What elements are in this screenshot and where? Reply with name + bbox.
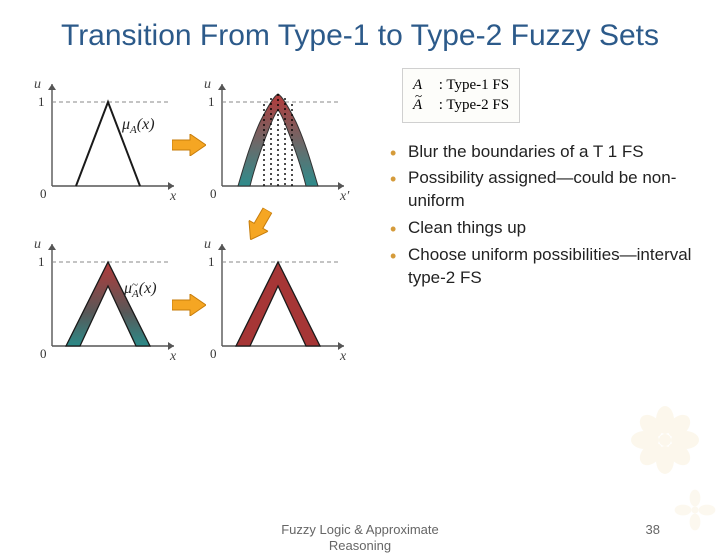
footer-center: Fuzzy Logic & ApproximateReasoning (0, 522, 720, 555)
bullet-list: Blur the boundaries of a T 1 FS Possibil… (372, 141, 696, 291)
origin-label: 0 (40, 186, 47, 201)
svg-text:0: 0 (210, 186, 217, 201)
mu-type2-label: μA~(x) (124, 280, 157, 300)
panel-type2-gradient: u x 1 0 μA~(x) (24, 226, 184, 376)
bullet-4: Choose uniform possibilities—interval ty… (390, 244, 696, 290)
svg-text:x: x (339, 349, 347, 364)
svg-text:u: u (204, 77, 211, 92)
svg-text:0: 0 (40, 346, 47, 361)
bullet-3: Clean things up (390, 217, 696, 240)
panel-type1: u x 1 0 μA(x) (24, 66, 184, 216)
page-number: 38 (646, 522, 660, 537)
x-axis-label: x (169, 189, 177, 204)
panel-blurred: u x′ 1 0 (194, 66, 354, 216)
legend-symbol-atilde: A~ (413, 95, 435, 115)
svg-text:1: 1 (38, 254, 45, 269)
svg-text:1: 1 (208, 94, 215, 109)
chart-interval-type2: u x 1 0 (194, 226, 354, 376)
legend-box: A : Type-1 FS A~ : Type-2 FS (402, 68, 520, 123)
svg-text:1: 1 (208, 254, 215, 269)
bullet-2: Possibility assigned—could be non-unifor… (390, 167, 696, 213)
chart-type2-gradient: u x 1 0 (24, 226, 184, 376)
y-axis-label: u (34, 77, 41, 92)
svg-text:x′: x′ (339, 189, 350, 204)
mu-type1-label: μA(x) (122, 116, 155, 136)
chart-blurred: u x′ 1 0 (194, 66, 354, 216)
arrow-right-top (172, 134, 206, 156)
panels-grid: u x 1 0 μA(x) (24, 66, 364, 376)
y-tick-1: 1 (38, 94, 45, 109)
arrow-right-bottom (172, 294, 206, 316)
svg-text:x: x (169, 349, 177, 364)
legend-text-1: : Type-1 FS (439, 77, 509, 93)
page-title: Transition From Type-1 to Type-2 Fuzzy S… (0, 0, 720, 62)
bullet-1: Blur the boundaries of a T 1 FS (390, 141, 696, 164)
content-row: u x 1 0 μA(x) (0, 62, 720, 376)
svg-text:u: u (204, 237, 211, 252)
legend-row-1: A : Type-1 FS (413, 75, 509, 95)
svg-text:0: 0 (210, 346, 217, 361)
legend-row-2: A~ : Type-2 FS (413, 95, 509, 115)
chart-type1: u x 1 0 (24, 66, 184, 216)
legend-text-2: : Type-2 FS (439, 97, 509, 113)
svg-text:u: u (34, 237, 41, 252)
panel-interval-type2: u x 1 0 (194, 226, 354, 376)
figure-column: u x 1 0 μA(x) (24, 66, 364, 376)
text-column: A : Type-1 FS A~ : Type-2 FS Blur the bo… (372, 66, 696, 376)
